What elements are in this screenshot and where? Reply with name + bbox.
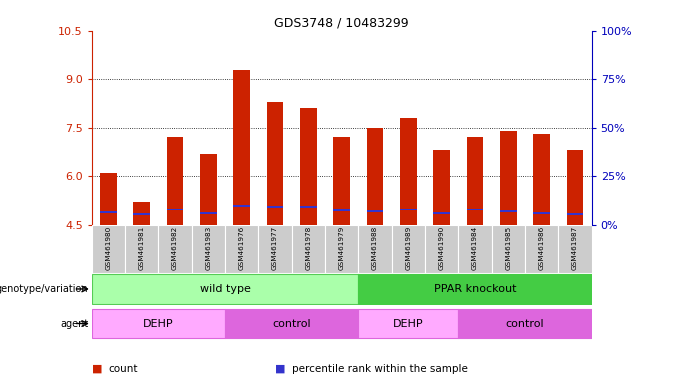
Text: control: control (273, 318, 311, 329)
Bar (358, 225, 392, 273)
Text: GSM461979: GSM461979 (339, 225, 345, 270)
Text: DEHP: DEHP (143, 318, 174, 329)
Bar (292, 225, 325, 273)
Bar (466, 209, 483, 210)
Text: genotype/variation: genotype/variation (0, 284, 88, 294)
Bar (458, 309, 592, 338)
Text: PPAR knockout: PPAR knockout (434, 284, 516, 294)
Bar (525, 225, 558, 273)
Bar (300, 206, 317, 208)
Text: agent: agent (60, 318, 88, 329)
Text: GSM461982: GSM461982 (172, 225, 178, 270)
Bar (158, 225, 192, 273)
Text: GSM461989: GSM461989 (405, 225, 411, 270)
Bar (92, 274, 358, 304)
Text: ■: ■ (92, 364, 102, 374)
Title: GDS3748 / 10483299: GDS3748 / 10483299 (275, 17, 409, 30)
Bar (233, 70, 250, 225)
Bar (400, 209, 417, 210)
Text: count: count (109, 364, 138, 374)
Text: control: control (506, 318, 544, 329)
Bar (300, 108, 317, 225)
Bar (325, 225, 358, 273)
Bar (225, 309, 358, 338)
Bar (367, 128, 384, 225)
Bar (500, 210, 517, 212)
Bar (167, 209, 184, 210)
Text: GSM461983: GSM461983 (205, 225, 211, 270)
Bar (233, 205, 250, 207)
Bar (558, 225, 592, 273)
Bar (133, 213, 150, 215)
Bar (358, 309, 458, 338)
Bar (566, 150, 583, 225)
Text: GSM461990: GSM461990 (439, 225, 445, 270)
Bar (333, 209, 350, 211)
Bar (492, 225, 525, 273)
Bar (358, 274, 592, 304)
Text: GSM461986: GSM461986 (539, 225, 545, 270)
Bar (133, 202, 150, 225)
Text: GSM461988: GSM461988 (372, 225, 378, 270)
Text: GSM461980: GSM461980 (105, 225, 112, 270)
Bar (100, 173, 117, 225)
Bar (258, 225, 292, 273)
Bar (566, 213, 583, 215)
Text: ■: ■ (275, 364, 286, 374)
Bar (100, 212, 117, 213)
Text: GSM461978: GSM461978 (305, 225, 311, 270)
Bar (425, 225, 458, 273)
Text: GSM461985: GSM461985 (505, 225, 511, 270)
Text: GSM461977: GSM461977 (272, 225, 278, 270)
Bar (367, 210, 384, 212)
Text: GSM461981: GSM461981 (139, 225, 145, 270)
Text: DEHP: DEHP (393, 318, 424, 329)
Bar (500, 131, 517, 225)
Bar (533, 212, 550, 214)
Bar (433, 150, 450, 225)
Text: GSM461987: GSM461987 (572, 225, 578, 270)
Text: GSM461976: GSM461976 (239, 225, 245, 270)
Bar (192, 225, 225, 273)
Bar (267, 102, 284, 225)
Bar (167, 137, 184, 225)
Text: wild type: wild type (200, 284, 250, 294)
Bar (125, 225, 158, 273)
Bar (433, 212, 450, 214)
Bar (92, 309, 225, 338)
Bar (200, 212, 217, 214)
Bar (533, 134, 550, 225)
Bar (458, 225, 492, 273)
Text: GSM461984: GSM461984 (472, 225, 478, 270)
Bar (466, 137, 483, 225)
Bar (225, 225, 258, 273)
Text: percentile rank within the sample: percentile rank within the sample (292, 364, 469, 374)
Bar (333, 137, 350, 225)
Bar (200, 154, 217, 225)
Bar (92, 225, 125, 273)
Bar (400, 118, 417, 225)
Bar (392, 225, 425, 273)
Bar (267, 206, 284, 208)
